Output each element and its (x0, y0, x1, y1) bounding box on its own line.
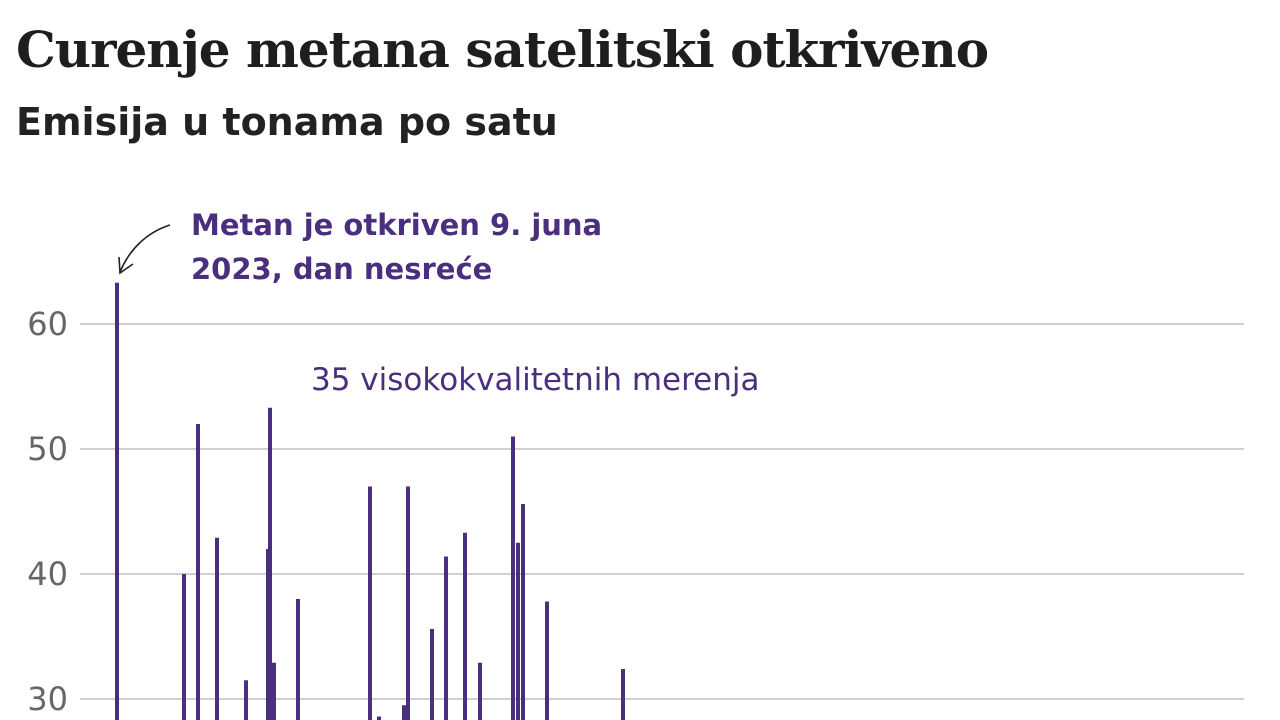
emission-bar (182, 574, 186, 720)
chart-title: Curenje metana satelitski otkriveno (16, 20, 989, 79)
y-axis-tick-labels: 30 40 50 60 (27, 305, 68, 718)
emission-bar (215, 537, 219, 720)
emission-bar (511, 436, 515, 720)
chart-annotations: Metan je otkriven 9. juna 2023, dan nesr… (118, 208, 760, 398)
emission-bar (196, 424, 200, 720)
emission-bars (115, 282, 625, 720)
emission-bar (272, 662, 276, 720)
y-tick-label-30: 30 (27, 680, 68, 718)
y-tick-label-60: 60 (27, 305, 68, 343)
chart-subtitle: Emisija u tonama po satu (16, 100, 558, 144)
emission-bar (402, 705, 406, 720)
emission-bar (368, 486, 372, 720)
emission-bar (521, 504, 525, 720)
annotation-first-detection-line-1: Metan je otkriven 9. juna (191, 208, 602, 242)
emission-bar (444, 556, 448, 720)
emission-bar (296, 599, 300, 720)
emission-bar (266, 549, 270, 720)
annotation-arrow (119, 224, 171, 273)
y-tick-label-50: 50 (27, 430, 68, 468)
annotation-arrowhead (118, 256, 134, 275)
emission-bar (377, 716, 381, 720)
annotation-first-detection-line-2: 2023, dan nesreće (191, 252, 492, 286)
emission-bar (545, 601, 549, 720)
annotation-measurement-count: 35 visokokvalitetnih merenja (311, 362, 760, 398)
emission-bar (406, 486, 410, 720)
emission-bar (516, 542, 520, 720)
emission-bar (478, 662, 482, 720)
emission-bar (244, 680, 248, 720)
y-tick-label-40: 40 (27, 555, 68, 593)
emission-bar (115, 282, 119, 720)
emission-bar (463, 532, 467, 720)
emission-bar (430, 629, 434, 720)
emission-bar (621, 669, 625, 720)
